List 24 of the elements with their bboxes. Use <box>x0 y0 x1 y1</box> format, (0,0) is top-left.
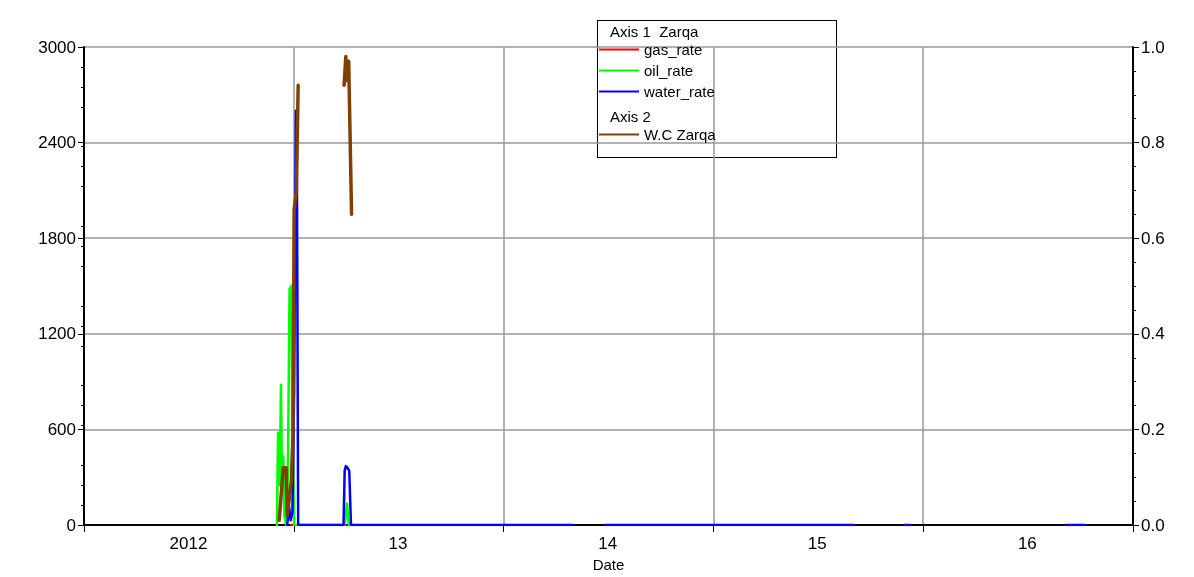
y-tick-label: 1800 <box>38 228 76 248</box>
x-tick-label: 2012 <box>169 534 208 554</box>
y-tick-label: 1200 <box>38 324 76 344</box>
x-tick-label: 15 <box>807 534 827 554</box>
annotation: Axis 2 <box>610 108 651 125</box>
y-tick-label: 3000 <box>38 37 76 57</box>
y2-tick-label: 0.2 <box>1141 419 1165 439</box>
y2-tick-label: 0.0 <box>1141 515 1165 535</box>
legend-title: Axis 1 Zarqa <box>610 23 699 40</box>
x-tick-label: 16 <box>1017 534 1037 554</box>
x-tick-label: 13 <box>388 534 408 554</box>
legend-label: W.C Zarqa <box>644 126 717 143</box>
y2-tick-label: 0.4 <box>1141 324 1165 344</box>
legend-label: water_rate <box>643 83 715 100</box>
y-tick-label: 0 <box>66 515 76 535</box>
y-tick-label: 2400 <box>38 133 76 153</box>
legend-label: oil_rate <box>644 62 694 79</box>
x-axis-title: Date <box>592 556 625 573</box>
legend-label: gas_rate <box>644 41 703 58</box>
y-tick-label: 600 <box>47 419 76 439</box>
y2-tick-label: 0.8 <box>1141 133 1165 153</box>
y2-tick-label: 1.0 <box>1141 37 1165 57</box>
y2-tick-label: 0.6 <box>1141 228 1165 248</box>
x-tick-label: 14 <box>598 534 618 554</box>
